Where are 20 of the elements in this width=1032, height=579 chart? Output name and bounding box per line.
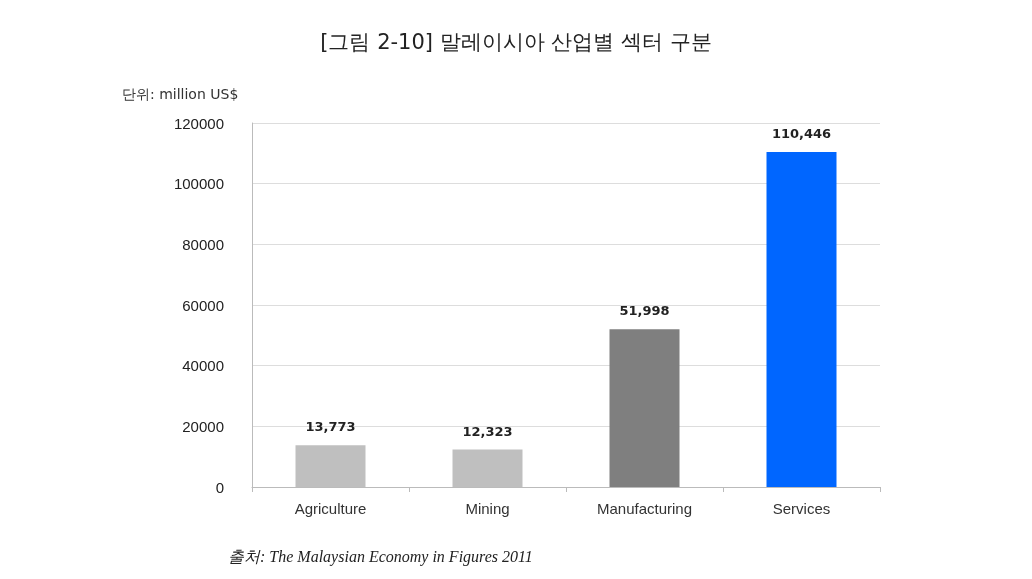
y-tick-label: 80000	[182, 235, 224, 253]
y-tick-label: 0	[215, 478, 224, 496]
y-axis-title: 단위: million US$	[122, 86, 239, 102]
y-tick-label: 100000	[173, 175, 224, 193]
y-tick-label: 40000	[182, 357, 224, 375]
y-tick-label: 60000	[182, 296, 224, 314]
bar	[609, 329, 680, 487]
x-tick-label: Services	[772, 500, 831, 517]
y-tick-label: 120000	[173, 114, 224, 132]
chart-title: [그림 2-10] 말레이시아 산업별 섹터 구분	[320, 29, 712, 54]
source-note: 출처: The Malaysian Economy in Figures 2011	[228, 547, 533, 566]
x-tick-label: Mining	[465, 500, 510, 517]
x-tick-label: Agriculture	[294, 500, 367, 517]
data-label: 110,446	[771, 125, 832, 141]
x-tick-label: Manufacturing	[596, 500, 693, 517]
data-label: 51,998	[619, 303, 670, 319]
bar	[766, 151, 837, 487]
y-tick-label: 20000	[182, 417, 224, 435]
data-label: 13,773	[305, 419, 356, 435]
data-label: 12,323	[462, 423, 513, 439]
